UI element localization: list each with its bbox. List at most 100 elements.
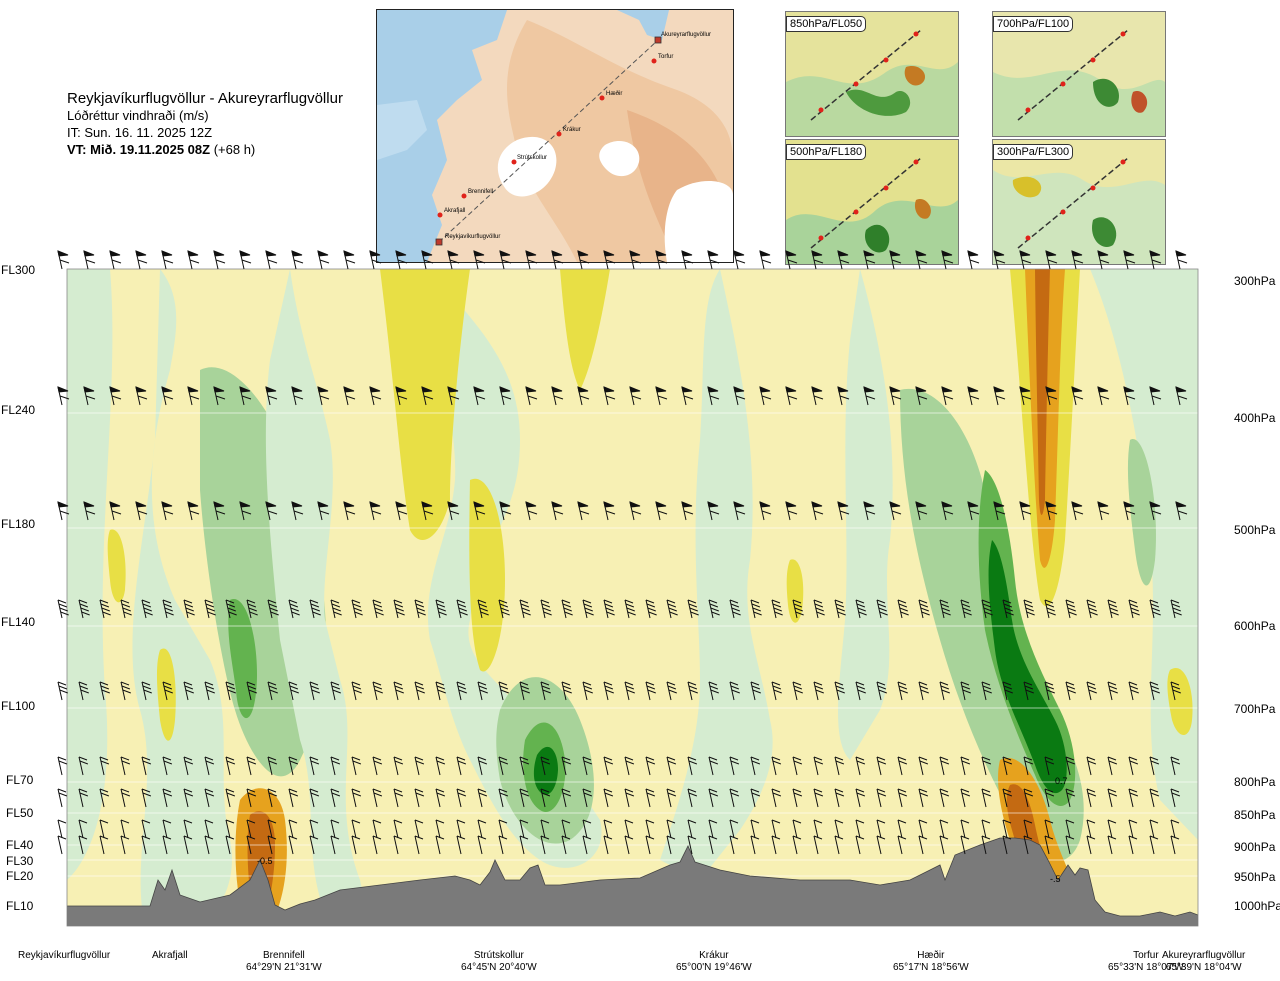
wind-barb xyxy=(1044,819,1054,839)
wind-barb xyxy=(288,756,299,776)
wind-barb xyxy=(603,501,616,521)
wind-barb xyxy=(99,788,110,808)
wind-barb xyxy=(78,599,90,619)
wind-barb xyxy=(918,819,928,839)
wind-barb xyxy=(811,386,824,406)
wind-barb xyxy=(687,681,698,701)
wind-barb xyxy=(729,681,740,701)
wind-barb xyxy=(317,250,330,270)
location-akureyri[interactable]: Akureyrarflugvöllur 65°39'N 18°04'W xyxy=(1162,950,1245,974)
fl-label-fl30: FL30 xyxy=(6,854,34,868)
waypoint-label-brennifell: Brennifell xyxy=(468,189,493,195)
wind-barb xyxy=(629,501,642,521)
hpa-label-700: 700hPa xyxy=(1234,702,1276,716)
wind-barb xyxy=(447,386,460,406)
inset-map-300hpa[interactable]: 300hPa/FL300 xyxy=(992,139,1166,265)
wind-barb xyxy=(78,835,88,855)
location-akrafjall[interactable]: Akrafjall xyxy=(152,950,188,962)
waypoint-label-haedir: Hæðir xyxy=(606,90,622,97)
wind-barb xyxy=(1023,756,1034,776)
route-overview-map[interactable]: Reykjavíkurflugvöllur Akrafjall Brennife… xyxy=(376,9,734,263)
wind-barb xyxy=(876,756,887,776)
wind-barb xyxy=(1170,681,1181,701)
wind-barb xyxy=(876,599,888,619)
wind-barb xyxy=(645,756,656,776)
fl-label-fl140: FL140 xyxy=(1,615,36,629)
wind-barb xyxy=(1044,788,1055,808)
wind-barb xyxy=(1023,599,1035,619)
wind-barb xyxy=(477,835,487,855)
hpa-label-850: 850hPa xyxy=(1234,808,1276,822)
location-torfur[interactable]: Torfur 65°33'N 18°07'W xyxy=(1108,950,1184,974)
wind-barb xyxy=(78,681,89,701)
wind-barb xyxy=(960,788,971,808)
waypoint-marker-strutskollur[interactable] xyxy=(511,159,517,165)
wind-barb xyxy=(666,788,677,808)
wind-barb xyxy=(351,819,361,839)
wind-barb xyxy=(265,386,278,406)
terrain-profile xyxy=(67,837,1198,926)
wind-barb xyxy=(645,835,655,855)
wind-barb xyxy=(109,501,122,521)
wind-barb xyxy=(939,756,950,776)
wind-barb xyxy=(99,599,111,619)
wind-barb xyxy=(792,599,804,619)
wind-barb xyxy=(288,788,299,808)
inset-map-850hpa[interactable]: 850hPa/FL050 xyxy=(785,11,959,137)
inset-map-500hpa[interactable]: 500hPa/FL180 xyxy=(785,139,959,265)
wind-barb xyxy=(291,250,304,270)
location-reykjavik[interactable]: Reykjavíkurflugvöllur xyxy=(18,950,110,962)
wind-barb xyxy=(499,386,512,406)
inset-map-500hpa-canvas xyxy=(786,140,958,264)
location-haedir[interactable]: Hæðir 65°17'N 18°56'W xyxy=(893,950,969,974)
waypoint-marker-akureyri[interactable] xyxy=(654,36,662,44)
inset-map-700hpa[interactable]: 700hPa/FL100 xyxy=(992,11,1166,137)
wind-barb xyxy=(1107,756,1118,776)
wind-barb xyxy=(729,756,740,776)
waypoint-marker-haedir[interactable] xyxy=(599,95,605,101)
wind-barb xyxy=(267,681,278,701)
chart-title-block: Reykjavíkurflugvöllur - Akureyrarflugvöl… xyxy=(67,90,343,158)
wind-barb xyxy=(561,681,572,701)
wind-barb xyxy=(729,835,739,855)
wind-barb xyxy=(317,386,330,406)
location-brennifell[interactable]: Brennifell 64°29'N 21°31'W xyxy=(246,950,322,974)
wind-barb xyxy=(225,681,236,701)
wind-barb xyxy=(372,599,384,619)
waypoint-label-akureyri: Akureyrarflugvöllur xyxy=(661,32,711,38)
wind-barb xyxy=(792,788,803,808)
wind-barb xyxy=(624,788,635,808)
wind-barb xyxy=(187,250,200,270)
inset-label-850hpa: 850hPa/FL050 xyxy=(786,16,867,32)
wind-barb xyxy=(834,599,846,619)
wind-barb xyxy=(1044,835,1054,855)
wind-barb xyxy=(330,599,342,619)
wind-barb xyxy=(897,599,909,619)
waypoint-label-strutskollur: Strútskollur xyxy=(517,155,547,161)
wind-barb xyxy=(519,819,529,839)
hpa-label-600: 600hPa xyxy=(1234,619,1276,633)
wind-barb xyxy=(1023,835,1033,855)
wind-barb xyxy=(1071,250,1084,270)
waypoint-marker-torfur[interactable] xyxy=(651,58,657,64)
plot-frame xyxy=(66,268,1199,927)
waypoint-marker-brennifell[interactable] xyxy=(461,193,467,199)
wind-barb xyxy=(435,835,445,855)
wind-barb xyxy=(1023,681,1034,701)
wind-barb xyxy=(141,835,151,855)
wind-barb xyxy=(771,835,781,855)
vertical-cross-section: -0.5 0.7 -.5 xyxy=(57,250,1199,927)
wind-barb xyxy=(525,250,538,270)
wind-barb xyxy=(187,386,200,406)
location-strutskollur[interactable]: Strútskollur 64°45'N 20°40'W xyxy=(461,950,537,974)
wind-barb xyxy=(78,788,89,808)
wind-barb xyxy=(960,756,971,776)
waypoint-marker-akrafjall[interactable] xyxy=(437,212,443,218)
waypoint-marker-krakur[interactable] xyxy=(556,131,562,137)
waypoint-marker-reykjavik[interactable] xyxy=(435,238,443,246)
wind-barb xyxy=(183,681,194,701)
wind-barb xyxy=(421,386,434,406)
location-krakur[interactable]: Krákur 65°00'N 19°46'W xyxy=(676,950,752,974)
wind-barb xyxy=(1065,819,1075,839)
wind-barb xyxy=(897,819,907,839)
